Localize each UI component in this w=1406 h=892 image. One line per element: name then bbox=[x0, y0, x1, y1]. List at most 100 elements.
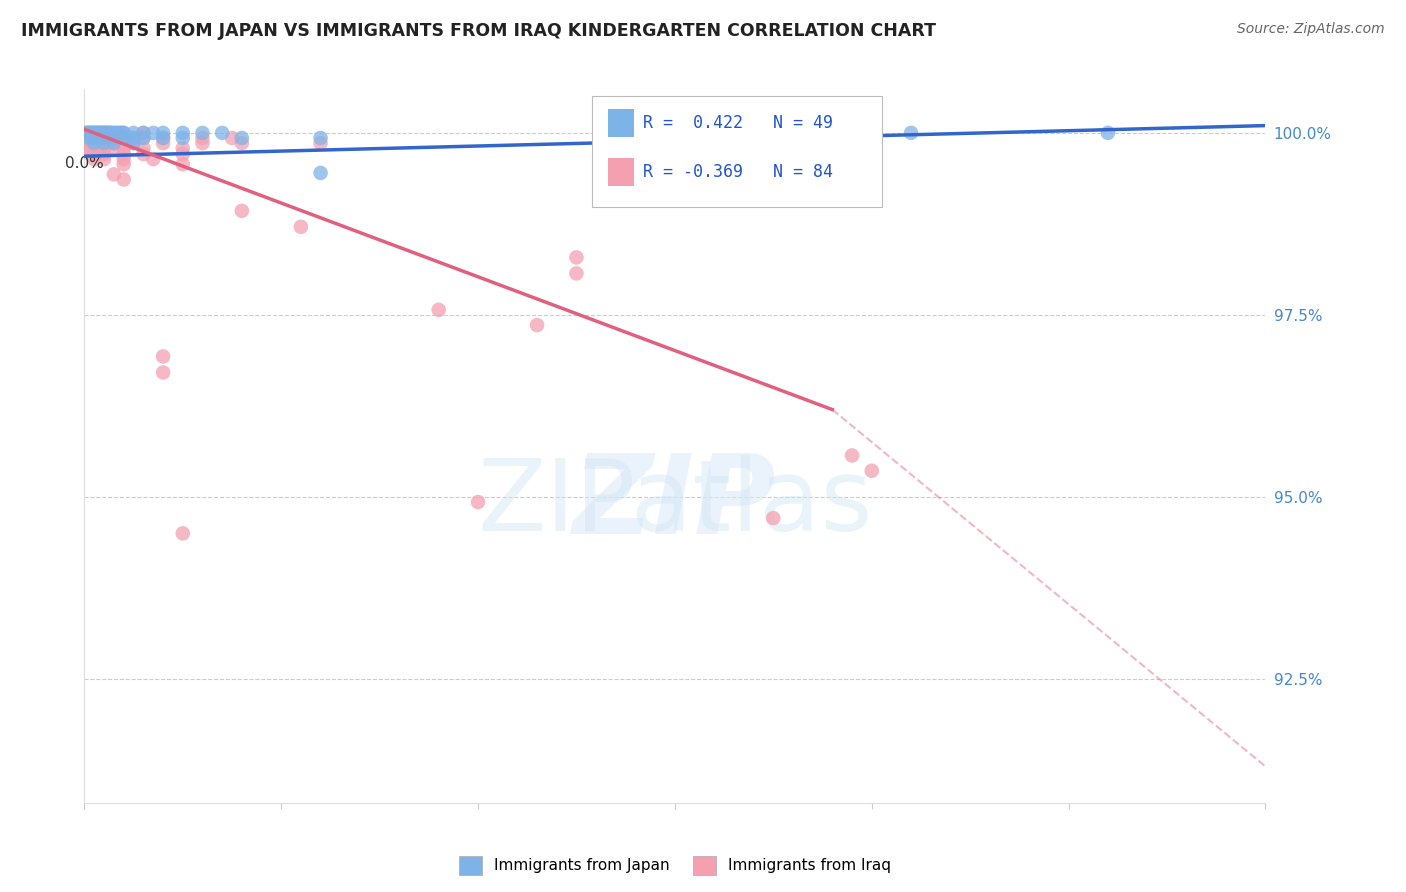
Point bbox=[94, 126, 117, 140]
Point bbox=[231, 203, 253, 218]
Point bbox=[97, 126, 120, 140]
Point bbox=[467, 495, 489, 509]
Point bbox=[77, 126, 100, 140]
Point bbox=[103, 126, 125, 140]
Point bbox=[79, 131, 101, 145]
Point bbox=[93, 131, 115, 145]
Point bbox=[309, 166, 332, 180]
FancyBboxPatch shape bbox=[607, 158, 634, 186]
Point bbox=[103, 131, 125, 145]
Point bbox=[84, 126, 107, 140]
Point bbox=[231, 136, 253, 150]
Point bbox=[112, 157, 135, 171]
Point bbox=[152, 366, 174, 380]
Point bbox=[83, 126, 105, 140]
Point bbox=[112, 126, 135, 140]
Point bbox=[91, 126, 114, 140]
Point bbox=[565, 267, 588, 281]
Point bbox=[762, 126, 785, 140]
FancyBboxPatch shape bbox=[592, 96, 882, 207]
Point bbox=[152, 131, 174, 145]
Point bbox=[122, 131, 145, 145]
Point bbox=[84, 131, 107, 145]
Point bbox=[211, 126, 233, 140]
Point bbox=[93, 131, 115, 145]
Point bbox=[152, 350, 174, 364]
Point bbox=[98, 126, 121, 140]
Point bbox=[103, 131, 125, 145]
Text: ZIP: ZIP bbox=[574, 450, 776, 557]
Point bbox=[762, 511, 785, 525]
Point bbox=[89, 136, 111, 150]
Point bbox=[89, 131, 111, 145]
Point bbox=[122, 136, 145, 150]
Point bbox=[84, 131, 107, 145]
Point bbox=[93, 141, 115, 155]
Point bbox=[172, 147, 194, 161]
Point bbox=[132, 126, 155, 140]
Point bbox=[97, 131, 120, 145]
Point bbox=[89, 126, 111, 140]
Point bbox=[112, 126, 135, 140]
Point bbox=[82, 126, 104, 140]
Point bbox=[82, 126, 104, 140]
Point bbox=[103, 168, 125, 182]
Point bbox=[132, 131, 155, 145]
Point bbox=[79, 147, 101, 161]
Point bbox=[98, 126, 121, 140]
Point bbox=[89, 131, 111, 145]
Point bbox=[112, 152, 135, 166]
Point bbox=[93, 147, 115, 161]
Point bbox=[841, 449, 863, 463]
Text: ZIPatlas: ZIPatlas bbox=[477, 455, 873, 551]
Text: R =  0.422   N = 49: R = 0.422 N = 49 bbox=[643, 114, 832, 132]
Point bbox=[191, 126, 214, 140]
Point bbox=[112, 131, 135, 145]
Text: IMMIGRANTS FROM JAPAN VS IMMIGRANTS FROM IRAQ KINDERGARTEN CORRELATION CHART: IMMIGRANTS FROM JAPAN VS IMMIGRANTS FROM… bbox=[21, 22, 936, 40]
Legend: Immigrants from Japan, Immigrants from Iraq: Immigrants from Japan, Immigrants from I… bbox=[453, 850, 897, 880]
Point bbox=[191, 131, 214, 145]
Point bbox=[132, 141, 155, 155]
Point bbox=[77, 131, 100, 145]
Point bbox=[191, 136, 214, 150]
Text: 0.0%: 0.0% bbox=[65, 155, 104, 170]
Point bbox=[83, 136, 105, 150]
Point bbox=[309, 131, 332, 145]
Point bbox=[112, 141, 135, 155]
Point bbox=[103, 136, 125, 150]
Point bbox=[172, 526, 194, 541]
Point bbox=[103, 136, 125, 150]
Point bbox=[82, 136, 104, 150]
Point bbox=[97, 131, 120, 145]
Point bbox=[77, 136, 100, 150]
Point bbox=[107, 126, 129, 140]
Point bbox=[93, 136, 115, 150]
Point bbox=[111, 126, 134, 140]
Point bbox=[152, 126, 174, 140]
Point bbox=[142, 152, 165, 166]
Point bbox=[112, 172, 135, 186]
Point bbox=[172, 131, 194, 145]
Point bbox=[75, 126, 97, 140]
Point bbox=[79, 136, 101, 150]
Point bbox=[97, 136, 120, 150]
Point bbox=[132, 131, 155, 145]
Point bbox=[526, 318, 548, 332]
Point bbox=[104, 126, 127, 140]
Point bbox=[1097, 126, 1119, 140]
Point bbox=[93, 126, 115, 140]
Point bbox=[122, 126, 145, 140]
Point bbox=[103, 141, 125, 155]
Point bbox=[93, 136, 115, 150]
Point bbox=[172, 126, 194, 140]
Point bbox=[821, 191, 844, 205]
Point bbox=[79, 126, 101, 140]
Point bbox=[108, 126, 131, 140]
Point bbox=[84, 136, 107, 150]
Point bbox=[79, 126, 101, 140]
Point bbox=[309, 136, 332, 150]
Point bbox=[860, 464, 883, 478]
Point bbox=[97, 126, 120, 140]
Point bbox=[75, 126, 97, 140]
Point bbox=[152, 136, 174, 150]
